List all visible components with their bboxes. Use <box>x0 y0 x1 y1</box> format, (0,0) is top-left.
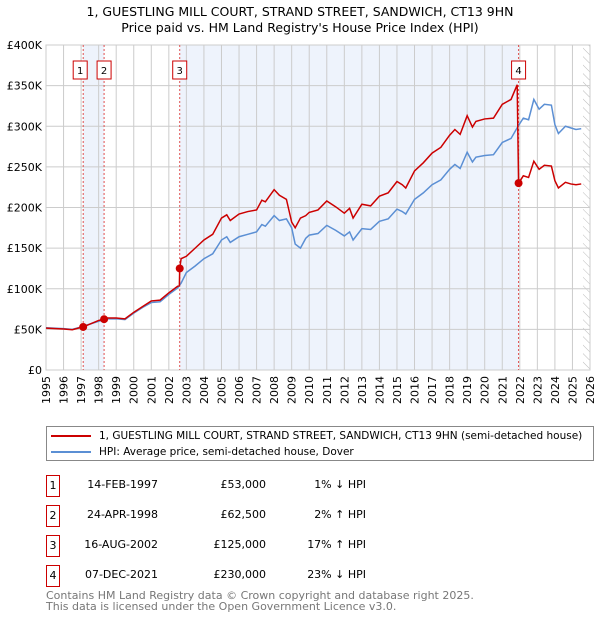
legend-swatch-blue <box>51 451 91 453</box>
plot-frame <box>45 44 591 371</box>
x-tick-label: 2011 <box>321 376 334 404</box>
legend: 1, GUESTLING MILL COURT, STRAND STREET, … <box>46 426 594 461</box>
y-tick-label: £50K <box>14 323 43 336</box>
x-tick-label: 2007 <box>251 376 264 404</box>
x-tick-label: 2000 <box>128 376 141 404</box>
y-tick-label: £100K <box>7 283 43 296</box>
y-tick-label: £350K <box>7 80 43 93</box>
legend-label-property: 1, GUESTLING MILL COURT, STRAND STREET, … <box>99 430 583 442</box>
footer-licence: This data is licensed under the Open Gov… <box>46 600 397 613</box>
legend-item-hpi: HPI: Average price, semi-detached house,… <box>51 444 354 460</box>
sale-label: 4 <box>515 66 521 77</box>
row-date: 14-FEB-1997 <box>87 478 158 491</box>
x-tick-label: 2003 <box>180 376 193 404</box>
footer: Contains HM Land Registry data © Crown c… <box>46 590 474 612</box>
x-tick-label: 2006 <box>233 376 246 404</box>
y-tick-label: £250K <box>7 161 43 174</box>
y-tick-label: £0 <box>28 364 42 377</box>
hpi-line <box>45 97 582 331</box>
row-price: £230,000 <box>213 568 267 581</box>
chart-title: 1, GUESTLING MILL COURT, STRAND STREET, … <box>86 4 514 19</box>
y-tick-label: £300K <box>7 120 43 133</box>
y-tick-label: £400K <box>7 39 43 52</box>
x-tick-label: 2005 <box>215 376 228 404</box>
x-tick-label: 2019 <box>461 376 474 404</box>
x-tick-label: 2018 <box>444 376 457 404</box>
sale-label: 1 <box>77 66 83 77</box>
property-price-line <box>45 84 582 331</box>
sale-point <box>100 315 109 324</box>
x-tick-label: 1997 <box>75 376 88 404</box>
sale-label: 2 <box>101 66 107 77</box>
sale-label-box <box>172 60 188 80</box>
row-price: £62,500 <box>220 508 267 521</box>
x-tick-label: 2015 <box>391 376 404 404</box>
x-tick-label: 2010 <box>303 376 316 404</box>
sale-point <box>175 264 184 273</box>
sale-label-box <box>96 60 112 80</box>
legend-item-property: 1, GUESTLING MILL COURT, STRAND STREET, … <box>51 428 582 444</box>
x-tick-label: 2012 <box>338 376 351 404</box>
chart-subtitle: Price paid vs. HM Land Registry's House … <box>121 20 479 35</box>
sale-label-box <box>72 60 88 80</box>
row-date: 16-AUG-2002 <box>84 538 158 551</box>
sale-label: 3 <box>177 66 183 77</box>
x-tick-label: 2020 <box>479 376 492 404</box>
legend-label-hpi: HPI: Average price, semi-detached house,… <box>99 446 354 458</box>
x-tick-label: 2025 <box>566 376 579 404</box>
row-hpi: 23% ↓ HPI <box>307 568 366 581</box>
sale-label-box <box>511 60 527 80</box>
row-hpi: 17% ↑ HPI <box>307 538 366 551</box>
row-price: £125,000 <box>213 538 267 551</box>
x-tick-label: 2008 <box>268 376 281 404</box>
x-tick-label: 2024 <box>549 376 562 404</box>
x-tick-label: 2017 <box>426 376 439 404</box>
x-tick-label: 2021 <box>496 376 509 404</box>
x-tick-label: 1995 <box>40 376 53 404</box>
sale-point <box>79 322 88 331</box>
legend-swatch-red <box>51 435 91 437</box>
row-marker: 1 <box>46 475 60 497</box>
x-tick-label: 2009 <box>286 376 299 404</box>
x-tick-label: 1999 <box>110 376 123 404</box>
row-marker: 3 <box>46 535 60 557</box>
row-date: 24-APR-1998 <box>86 508 158 521</box>
row-price: £53,000 <box>220 478 267 491</box>
footer-copyright: Contains HM Land Registry data © Crown c… <box>46 589 474 602</box>
row-hpi: 2% ↑ HPI <box>314 508 366 521</box>
x-tick-label: 2001 <box>145 376 158 404</box>
x-tick-label: 2004 <box>198 376 211 404</box>
x-tick-label: 2026 <box>584 376 597 404</box>
row-marker: 2 <box>46 505 60 527</box>
row-date: 07-DEC-2021 <box>84 568 158 581</box>
y-tick-label: £150K <box>7 242 43 255</box>
y-tick-label: £200K <box>7 202 43 215</box>
price-chart: 1995 1996 1997 1998 1999 2000 2001 2002 2003 2004… <box>7 39 597 404</box>
x-tick-label: 2013 <box>356 376 369 404</box>
x-tick-label: 2014 <box>373 376 386 404</box>
row-hpi: 1% ↓ HPI <box>314 478 366 491</box>
x-tick-label: 1998 <box>93 376 106 404</box>
x-tick-label: 2022 <box>514 376 527 404</box>
sale-point <box>514 179 523 188</box>
x-tick-label: 2016 <box>409 376 422 404</box>
row-marker: 4 <box>46 565 60 587</box>
x-tick-label: 1996 <box>58 376 71 404</box>
x-tick-label: 2002 <box>163 376 176 404</box>
x-tick-label: 2023 <box>531 376 544 404</box>
